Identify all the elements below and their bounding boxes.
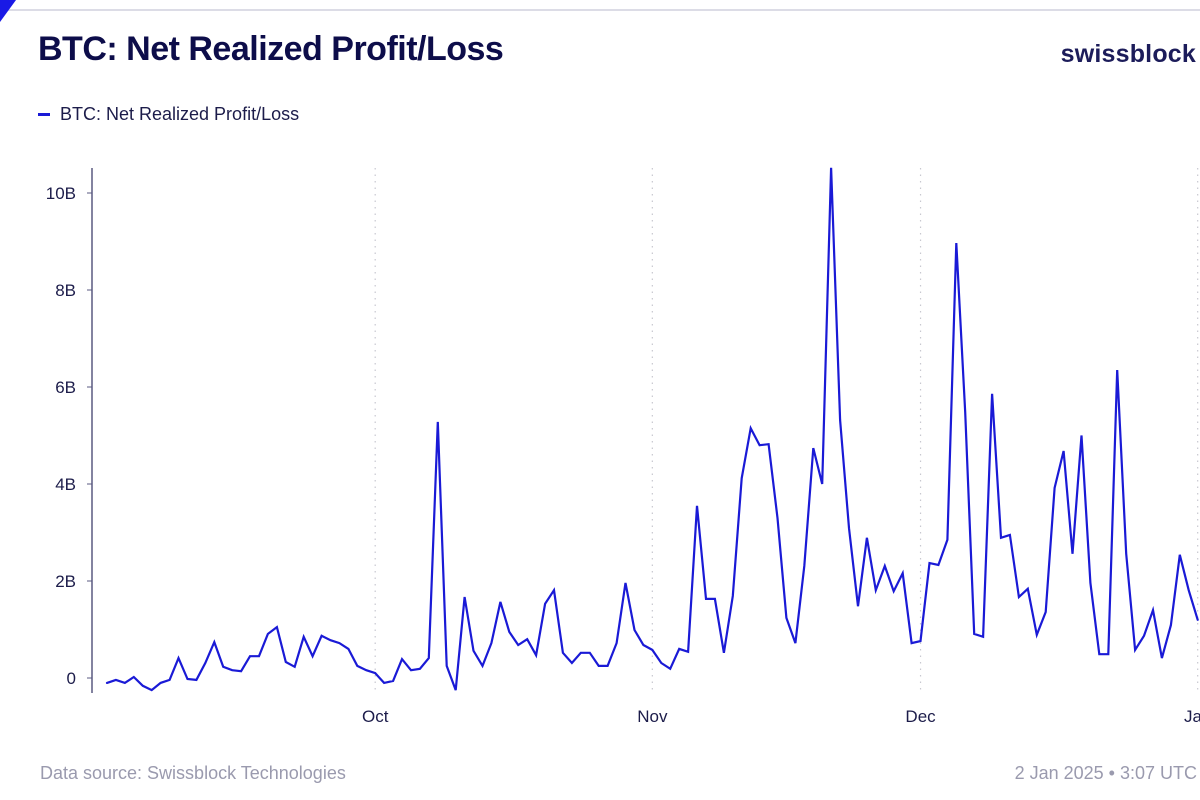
x-tick-label: Dec — [905, 707, 936, 726]
legend-swatch — [38, 113, 50, 116]
x-tick-label: Nov — [637, 707, 668, 726]
y-tick-label: 2B — [55, 572, 76, 591]
x-axis: Oct Nov Dec Jan — [362, 707, 1200, 726]
chart-title: BTC: Net Realized Profit/Loss — [38, 30, 504, 68]
legend: BTC: Net Realized Profit/Loss — [38, 104, 299, 125]
x-tick-label: Jan — [1184, 707, 1200, 726]
series-group — [105, 167, 1199, 692]
timestamp: 2 Jan 2025 • 3:07 UTC — [1014, 763, 1197, 783]
brand-logo: swissblock — [1060, 40, 1196, 68]
y-tick-label: 4B — [55, 475, 76, 494]
y-tick-label: 0 — [67, 669, 76, 688]
data-source: Data source: Swissblock Technologies — [40, 763, 346, 783]
y-tick-label: 8B — [55, 281, 76, 300]
y-tick-label: 10B — [46, 184, 76, 203]
y-axis: 0 2B 4B 6B 8B 10B — [46, 168, 93, 693]
legend-label: BTC: Net Realized Profit/Loss — [60, 104, 300, 124]
y-tick-label: 6B — [55, 378, 76, 397]
brand-corner-mark — [0, 0, 16, 22]
top-rule — [0, 9, 1200, 11]
x-tick-label: Oct — [362, 707, 389, 726]
series-line — [105, 167, 1199, 692]
